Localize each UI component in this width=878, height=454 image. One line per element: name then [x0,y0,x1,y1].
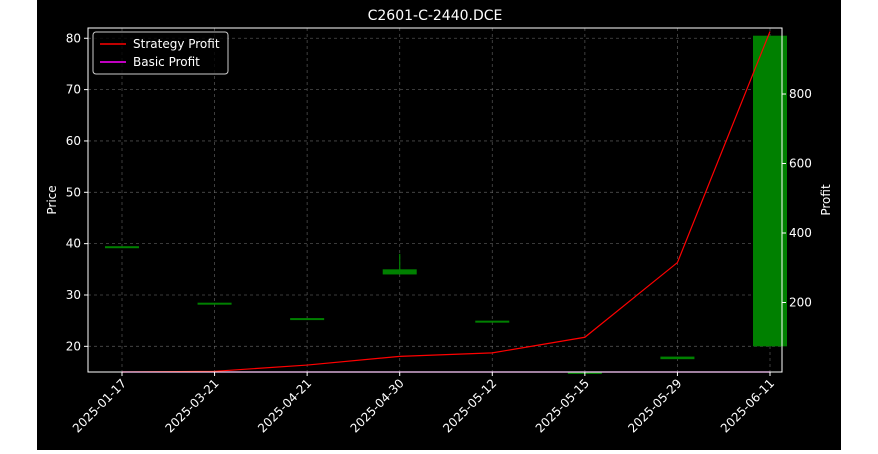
left-axis-tick-label: 80 [66,31,81,45]
legend-label-basic: Basic Profit [133,55,200,69]
right-axis-tick-label: 400 [789,226,812,240]
plot-frame [87,27,783,373]
left-axis-tick-label: 40 [66,237,81,251]
right-axis: 200 400 600 800 [782,87,812,310]
chart-figure: 20 30 40 50 60 70 80 200 400 600 800 2025-01-17 20… [37,0,841,450]
legend: Strategy Profit Basic Profit [92,31,229,75]
right-axis-tick-label: 800 [789,87,812,101]
candle-body [475,320,510,323]
right-axis-tick-label: 600 [789,157,812,171]
candle-body [382,269,417,275]
left-axis-tick-label: 70 [66,83,81,97]
legend-label-strategy: Strategy Profit [133,37,220,51]
chart-title: C2601-C-2440.DCE [368,8,503,24]
right-axis-tick-label: 200 [789,296,812,310]
legend-box [92,31,229,75]
candle-body [197,302,232,305]
y-axis-label-left: Price [45,185,59,214]
left-axis: 20 30 40 50 60 70 80 [66,31,88,353]
figure-background [37,0,841,450]
left-axis-tick-label: 60 [66,134,81,148]
candle-body [105,246,139,249]
left-axis-tick-label: 50 [66,185,81,199]
y-axis-label-right: Profit [819,184,833,216]
candle-body [660,356,695,360]
candle-body [290,318,325,321]
candles [105,35,787,374]
candle-body [753,35,787,347]
left-axis-tick-label: 30 [66,288,81,302]
series-line [121,31,771,373]
left-axis-tick-label: 20 [66,339,81,353]
grid [88,28,782,372]
